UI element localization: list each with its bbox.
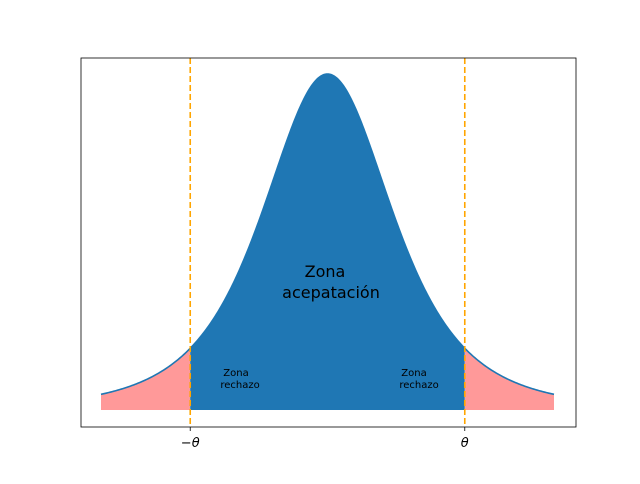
plot-frame: [80, 57, 577, 428]
x-tick-label-theta: θ: [461, 436, 469, 451]
acceptance-label-line1: Zona: [305, 262, 346, 281]
region-aceptacion: [190, 74, 465, 410]
rejection-right-label-line1: Zona: [401, 368, 426, 379]
region-rechazo-left: [101, 348, 191, 410]
x-tick-label-neg-theta: −θ: [181, 436, 200, 451]
density-curve: [100, 73, 555, 396]
region-rechazo-right: [464, 348, 554, 410]
regions-layer: [101, 74, 554, 410]
ticks-layer: −θ θ: [181, 427, 469, 451]
threshold-layer: [189, 58, 466, 427]
acceptance-label-line2: acepatación: [282, 283, 380, 302]
rejection-right-label-line2: rechazo: [399, 380, 438, 391]
curve-layer: [100, 73, 555, 396]
rejection-left-label-line1: Zona: [223, 368, 248, 379]
rejection-left-label-line2: rechazo: [220, 380, 259, 391]
